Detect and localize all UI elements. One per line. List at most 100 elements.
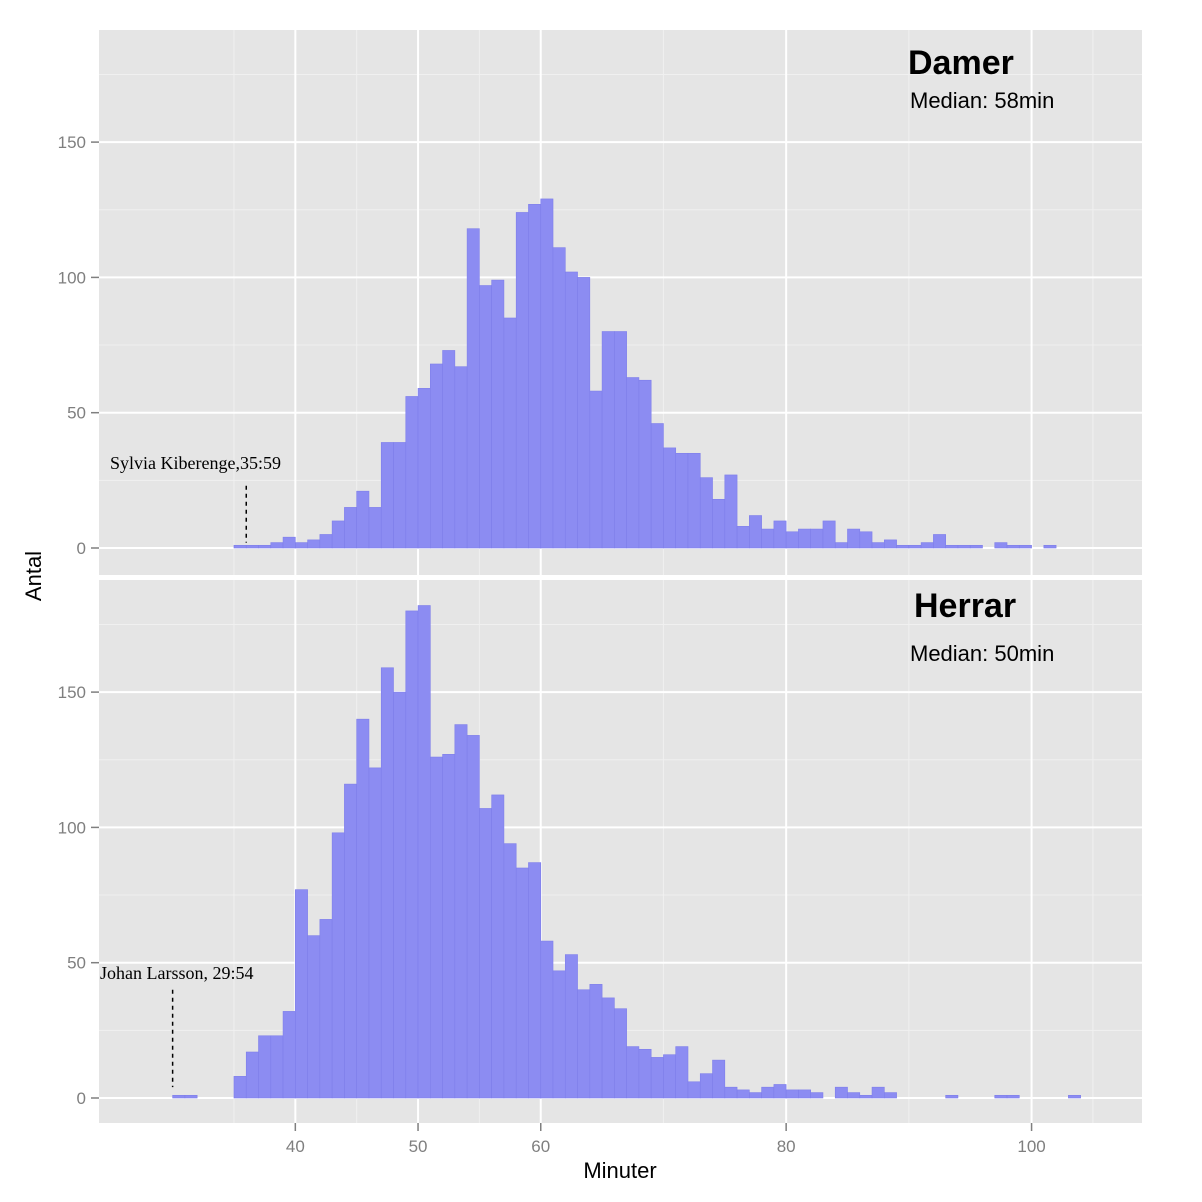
histogram-bar	[380, 667, 394, 1099]
histogram-bar	[172, 1094, 186, 1099]
histogram-bar	[884, 539, 897, 549]
histogram-bar	[675, 1046, 689, 1099]
panel-damer-bars	[233, 198, 1057, 549]
histogram-bar	[430, 363, 443, 549]
y-tick-label: 50	[67, 404, 86, 423]
histogram-bar	[847, 528, 861, 549]
histogram-bar	[368, 507, 382, 549]
histogram-bar	[798, 1089, 811, 1099]
histogram-bar	[307, 935, 321, 1099]
histogram-bar	[614, 1008, 627, 1099]
histogram-bar	[650, 1057, 664, 1099]
histogram-bar	[442, 350, 456, 549]
panel-herrar: Johan Larsson, 29:54 Herrar Median: 50mi…	[58, 580, 1142, 1123]
histogram-bar	[687, 1081, 701, 1099]
histogram-bar	[773, 520, 787, 549]
histogram-bar	[503, 317, 517, 549]
histogram-bar	[724, 474, 738, 549]
histogram-bar	[442, 754, 456, 1099]
histogram-bar	[810, 1092, 824, 1099]
histogram-bar	[380, 442, 394, 549]
histogram-bar	[258, 544, 272, 549]
histogram-bar	[258, 1035, 272, 1099]
histogram-bar	[663, 1054, 677, 1099]
histogram-bar	[945, 544, 959, 549]
histogram-bar	[1043, 544, 1057, 549]
histogram-bar	[577, 989, 591, 1099]
histogram-bar	[687, 452, 701, 549]
histogram-bar	[368, 767, 382, 1099]
histogram-bar	[356, 718, 370, 1099]
histogram-bar	[761, 528, 775, 549]
y-axis-title: Antal	[21, 551, 46, 601]
histogram-bar	[515, 867, 529, 1099]
x-axis-title: Minuter	[583, 1158, 656, 1183]
x-axis: 40 50 60 80 100	[286, 1123, 1046, 1156]
histogram-bar	[994, 542, 1008, 549]
panel-herrar-bars	[172, 605, 1081, 1099]
annotation-label-johan: Johan Larsson, 29:54	[100, 963, 253, 983]
histogram-bar	[466, 228, 480, 549]
histogram-bar	[344, 783, 357, 1099]
histogram-bar	[994, 1094, 1008, 1099]
histogram-bar	[491, 279, 505, 549]
histogram-bar	[798, 528, 811, 549]
histogram-bar	[920, 542, 934, 549]
histogram-bar	[871, 542, 885, 549]
histogram-bar	[552, 247, 566, 549]
x-tick-label: 50	[409, 1137, 428, 1156]
panel-damer-annotation: Sylvia Kiberenge,35:59	[110, 453, 281, 543]
histogram-bar	[773, 1084, 787, 1099]
histogram-bar	[393, 442, 407, 549]
histogram-bar	[307, 539, 321, 549]
y-tick-label: 50	[67, 954, 86, 973]
x-tick-label: 40	[286, 1137, 305, 1156]
histogram-bar	[957, 544, 971, 549]
histogram-bar	[785, 1089, 799, 1099]
histogram-bar	[1006, 544, 1020, 549]
panel-herrar-y-axis: 0 50 100 150	[58, 683, 99, 1108]
histogram-bar	[577, 277, 591, 549]
histogram-bar	[810, 528, 824, 549]
histogram-bar	[822, 520, 836, 549]
histogram-bar	[479, 808, 492, 1099]
histogram-bar	[638, 379, 652, 549]
histogram-bar	[626, 377, 640, 549]
histogram-bar	[245, 544, 259, 549]
histogram-bar	[393, 691, 407, 1099]
y-tick-label: 0	[77, 1089, 86, 1108]
histogram-bar	[699, 477, 713, 549]
histogram-bar	[270, 1035, 284, 1099]
histogram-bar	[601, 997, 615, 1099]
histogram-bar	[847, 1092, 861, 1099]
histogram-bar	[245, 1051, 259, 1099]
histogram-bar	[491, 794, 505, 1099]
histogram-bar	[454, 366, 468, 549]
histogram-bar	[736, 1089, 750, 1099]
y-tick-label: 100	[58, 818, 86, 837]
histogram-bar	[552, 970, 566, 1099]
x-tick-label: 60	[531, 1137, 550, 1156]
histogram-bar	[344, 507, 357, 549]
histogram-bar	[331, 832, 345, 1099]
histogram-bar	[712, 498, 726, 549]
histogram-bar	[540, 940, 554, 1099]
histogram-bar	[405, 610, 419, 1099]
histogram-bar	[331, 520, 345, 549]
histogram-bar	[540, 198, 554, 549]
y-tick-label: 0	[77, 539, 86, 558]
histogram-bar	[417, 388, 431, 549]
histogram-bar	[528, 862, 542, 1099]
histogram-bar	[933, 534, 946, 549]
histogram-bar	[319, 534, 333, 549]
histogram-bar	[834, 542, 848, 549]
histogram-bar	[319, 919, 333, 1099]
annotation-label-sylvia: Sylvia Kiberenge,35:59	[110, 453, 281, 473]
panel-title-damer: Damer	[908, 44, 1014, 82]
histogram-bar	[589, 984, 603, 1099]
histogram-bar	[638, 1048, 652, 1099]
histogram-bar	[614, 331, 627, 549]
histogram-bar	[270, 542, 284, 549]
histogram-bar	[479, 285, 492, 549]
histogram-bar	[405, 396, 419, 549]
